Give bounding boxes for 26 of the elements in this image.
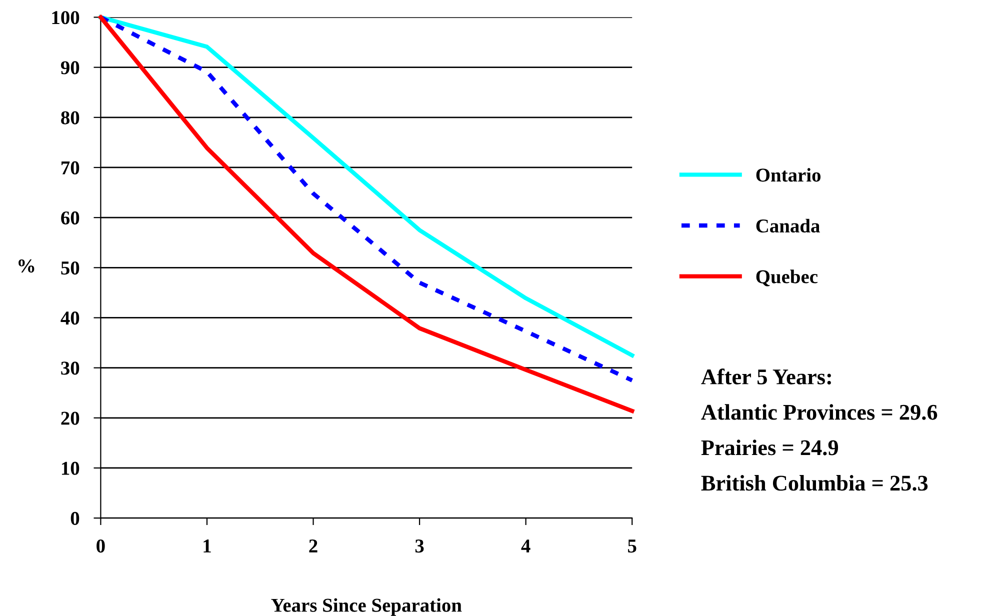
y-tick-label: 50: [61, 261, 80, 275]
x-tick-label: 1: [204, 540, 211, 552]
x-tick-label: 5: [628, 540, 636, 553]
y-tick-label: 40: [60, 312, 80, 325]
text: Prairies = 24.9: [701, 440, 838, 456]
y-tick-label: 60: [61, 211, 80, 225]
x-tick-label: 0: [96, 539, 105, 553]
x-tick-label: 4: [521, 540, 530, 552]
x-tick-label: 3: [415, 540, 424, 553]
y-tick-label: 90: [60, 61, 80, 74]
y-tick-label: 0: [70, 512, 80, 525]
legend-label: Quebec: [756, 270, 818, 286]
legend-label: Ontario: [756, 168, 821, 182]
y-tick-label: 20: [61, 412, 80, 425]
y-tick-label: 10: [62, 462, 80, 475]
y-tick-label: 80: [61, 111, 80, 124]
text: After 5 Years:: [701, 368, 831, 384]
x-axis-title: Years Since Separation: [271, 598, 462, 616]
legend-label: Canada: [756, 218, 820, 233]
x-tick-label: 2: [309, 540, 318, 552]
y-tick-label: 100: [52, 11, 80, 24]
y-tick-label: 70: [62, 161, 80, 174]
text: British Columbia = 25.3: [701, 475, 928, 491]
y-tick-label: 30: [61, 362, 80, 375]
y-axis-title: %: [18, 259, 34, 273]
text: Atlantic Provinces = 29.6: [701, 404, 938, 420]
